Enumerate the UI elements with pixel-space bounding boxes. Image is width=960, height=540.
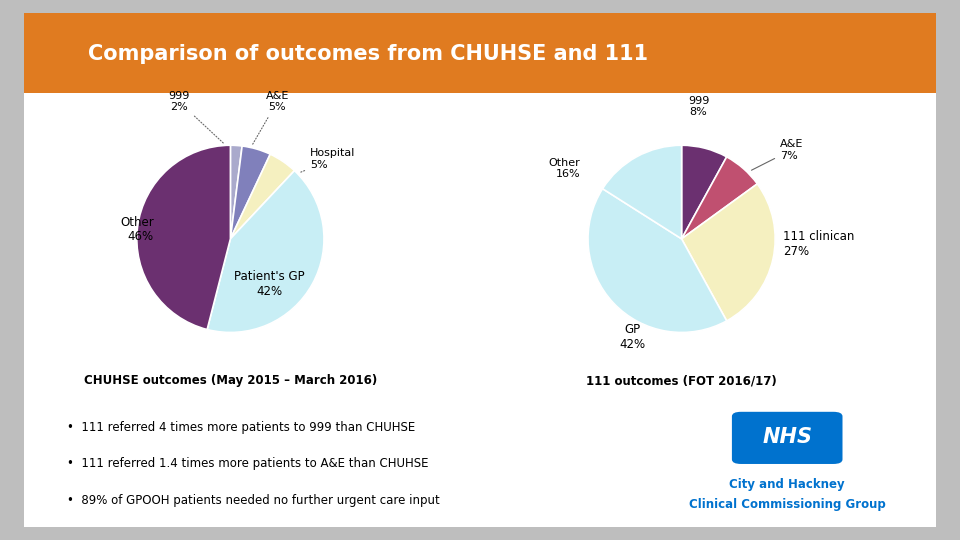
Text: City and Hackney: City and Hackney (730, 478, 845, 491)
FancyBboxPatch shape (11, 6, 949, 534)
Wedge shape (230, 145, 242, 239)
Wedge shape (682, 184, 775, 321)
Text: Other
16%: Other 16% (549, 158, 581, 179)
Wedge shape (682, 145, 727, 239)
Text: 999
2%: 999 2% (168, 91, 224, 143)
Text: GP
42%: GP 42% (620, 323, 646, 351)
Wedge shape (603, 145, 682, 239)
Text: Other
46%: Other 46% (120, 215, 154, 244)
Text: Clinical Commissioning Group: Clinical Commissioning Group (689, 498, 885, 511)
Text: •  111 referred 4 times more patients to 999 than CHUHSE: • 111 referred 4 times more patients to … (67, 421, 416, 434)
Wedge shape (588, 188, 727, 333)
Wedge shape (230, 146, 271, 239)
Wedge shape (682, 157, 757, 239)
Text: •  111 referred 1.4 times more patients to A&E than CHUHSE: • 111 referred 1.4 times more patients t… (67, 457, 429, 470)
Text: •  89% of GPOOH patients needed no further urgent care input: • 89% of GPOOH patients needed no furthe… (67, 494, 440, 507)
Wedge shape (230, 154, 295, 239)
Text: A&E
5%: A&E 5% (252, 91, 289, 145)
FancyBboxPatch shape (732, 412, 843, 464)
Text: 999
8%: 999 8% (687, 96, 709, 117)
Wedge shape (137, 145, 230, 329)
Text: NHS: NHS (762, 427, 812, 447)
Bar (24, 14, 936, 93)
Text: Patient's GP
42%: Patient's GP 42% (234, 270, 305, 298)
Text: A&E
7%: A&E 7% (752, 139, 804, 170)
Text: 111 clinican
27%: 111 clinican 27% (782, 230, 854, 258)
Text: 111 outcomes (FOT 2016/17): 111 outcomes (FOT 2016/17) (587, 374, 777, 387)
Text: Hospital
5%: Hospital 5% (300, 148, 355, 172)
Wedge shape (207, 171, 324, 333)
Text: Comparison of outcomes from CHUHSE and 111: Comparison of outcomes from CHUHSE and 1… (88, 44, 648, 64)
Text: CHUHSE outcomes (May 2015 – March 2016): CHUHSE outcomes (May 2015 – March 2016) (84, 374, 377, 387)
